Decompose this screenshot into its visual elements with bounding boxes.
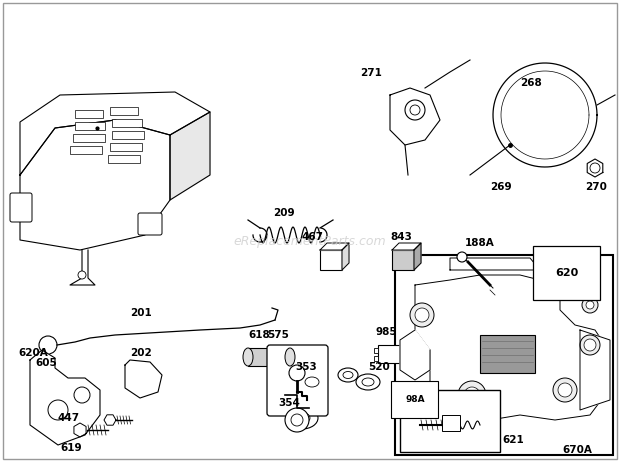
Bar: [70, 146, 102, 154]
Text: eReplacementParts.com: eReplacementParts.com: [234, 235, 386, 248]
Text: 520: 520: [368, 362, 390, 372]
Bar: [112, 131, 144, 139]
Circle shape: [458, 381, 486, 409]
Circle shape: [291, 414, 303, 426]
Text: 621: 621: [502, 435, 524, 445]
FancyBboxPatch shape: [138, 213, 162, 235]
Text: 269: 269: [490, 182, 511, 192]
Circle shape: [558, 383, 572, 397]
Polygon shape: [450, 258, 540, 270]
Bar: [320, 250, 342, 270]
Circle shape: [586, 301, 594, 309]
Bar: [480, 335, 535, 373]
Bar: [442, 415, 460, 431]
Text: 201: 201: [130, 308, 152, 318]
Ellipse shape: [243, 348, 253, 366]
Ellipse shape: [338, 368, 358, 382]
Text: 209: 209: [273, 208, 294, 218]
Circle shape: [584, 339, 596, 351]
Text: 985: 985: [375, 327, 397, 337]
Text: 670A: 670A: [562, 445, 592, 455]
Polygon shape: [392, 243, 421, 250]
Circle shape: [285, 408, 309, 432]
FancyBboxPatch shape: [267, 345, 328, 416]
Ellipse shape: [362, 378, 374, 386]
Polygon shape: [390, 88, 440, 145]
Circle shape: [590, 163, 600, 173]
Circle shape: [582, 297, 598, 313]
Polygon shape: [20, 120, 170, 250]
FancyBboxPatch shape: [10, 193, 32, 222]
Bar: [374, 356, 378, 361]
Bar: [400, 390, 500, 452]
Polygon shape: [320, 243, 349, 250]
Bar: [108, 155, 140, 163]
Bar: [110, 143, 142, 151]
Polygon shape: [74, 423, 86, 437]
Text: 575: 575: [267, 330, 289, 340]
Circle shape: [74, 387, 90, 403]
Polygon shape: [30, 350, 100, 445]
Circle shape: [415, 308, 429, 322]
Polygon shape: [587, 159, 603, 177]
Bar: [248, 348, 290, 366]
Circle shape: [48, 400, 68, 420]
Circle shape: [457, 252, 467, 262]
Text: 843: 843: [390, 232, 412, 242]
Circle shape: [39, 336, 57, 354]
Bar: [75, 122, 105, 130]
Bar: [378, 345, 400, 363]
Circle shape: [553, 378, 577, 402]
Bar: [395, 255, 613, 455]
Text: 620: 620: [555, 268, 578, 278]
Bar: [374, 348, 378, 353]
Text: 447: 447: [57, 413, 79, 423]
Text: 353: 353: [295, 362, 317, 372]
Ellipse shape: [286, 407, 318, 429]
Text: 98A: 98A: [405, 395, 425, 404]
Ellipse shape: [285, 348, 295, 366]
Ellipse shape: [294, 413, 310, 424]
Polygon shape: [400, 330, 430, 380]
Circle shape: [289, 365, 305, 381]
Circle shape: [580, 335, 600, 355]
Text: 467: 467: [302, 232, 324, 242]
Polygon shape: [415, 275, 605, 420]
Circle shape: [78, 271, 86, 279]
Bar: [110, 107, 138, 115]
Circle shape: [410, 303, 434, 327]
Polygon shape: [580, 330, 610, 410]
Ellipse shape: [356, 374, 380, 390]
Ellipse shape: [343, 371, 353, 378]
Polygon shape: [20, 92, 210, 175]
Text: 620A: 620A: [18, 348, 48, 358]
Text: 270: 270: [585, 182, 607, 192]
Text: 271: 271: [360, 68, 382, 78]
Text: 619: 619: [60, 443, 82, 453]
Bar: [392, 250, 414, 270]
Polygon shape: [342, 243, 349, 270]
Polygon shape: [170, 112, 210, 200]
Polygon shape: [414, 243, 421, 270]
Text: 188A: 188A: [465, 238, 495, 248]
Circle shape: [405, 100, 425, 120]
Polygon shape: [125, 360, 162, 398]
Bar: [112, 119, 142, 127]
Text: 354: 354: [278, 398, 300, 408]
Ellipse shape: [305, 377, 319, 387]
Bar: [73, 134, 105, 142]
Text: 618: 618: [248, 330, 270, 340]
Polygon shape: [104, 415, 116, 425]
Circle shape: [464, 387, 480, 403]
Text: 268: 268: [520, 78, 542, 88]
Circle shape: [410, 105, 420, 115]
Bar: [75, 110, 103, 118]
Text: 605: 605: [35, 358, 57, 368]
Ellipse shape: [298, 372, 326, 392]
Text: 202: 202: [130, 348, 152, 358]
